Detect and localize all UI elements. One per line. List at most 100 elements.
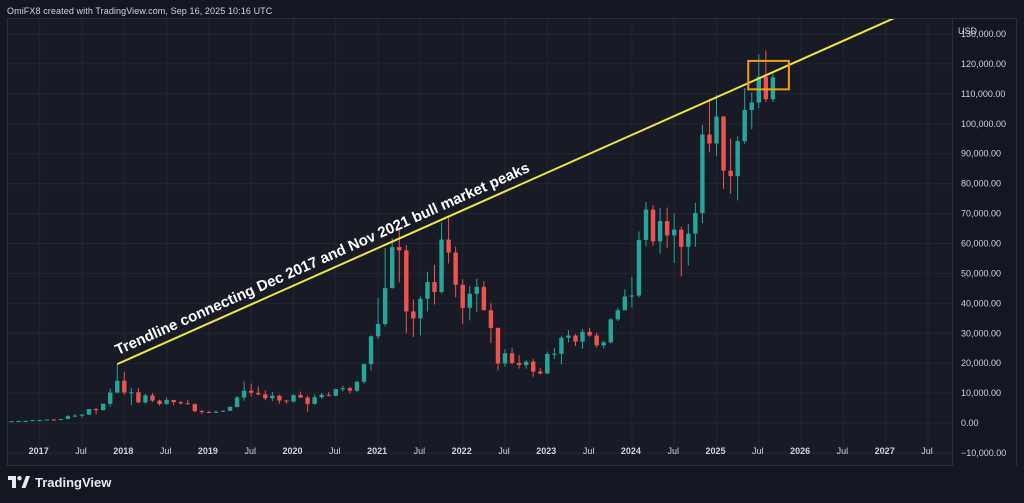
highlight-box	[747, 59, 790, 91]
candle-down	[404, 250, 409, 312]
x-tick-label: 2026	[790, 446, 810, 456]
candle-down	[326, 394, 331, 396]
candle-down	[284, 400, 289, 402]
trendline-label: Trendline connecting Dec 2017 and Nov 20…	[113, 159, 533, 358]
candle-up	[44, 419, 49, 421]
candle-down	[122, 380, 127, 393]
candle-up	[657, 221, 663, 242]
candle-up	[312, 397, 317, 404]
candle-down	[256, 392, 261, 395]
candle-up	[108, 392, 113, 404]
y-tick-label: 130,000.00	[961, 29, 1006, 39]
candle-up	[749, 102, 754, 110]
x-tick-label: 2024	[621, 446, 641, 456]
candle-up	[636, 239, 642, 296]
candle-up	[115, 380, 120, 393]
x-tick-label: 2025	[705, 446, 725, 456]
candle-up	[340, 388, 346, 390]
x-tick-label: 2021	[367, 446, 387, 456]
y-tick-label: 80,000.00	[961, 179, 1001, 189]
trendline	[116, 19, 895, 366]
candle-down	[481, 286, 487, 311]
candle-down	[531, 361, 536, 372]
candle-up	[72, 415, 78, 417]
candle-up	[467, 293, 472, 308]
candle-up	[361, 364, 367, 382]
price-axis-labels: 130,000.00 120,000.00 110,000.00 100,000.00…	[961, 29, 1006, 458]
candle-up	[742, 109, 747, 142]
candle-down	[347, 388, 353, 391]
candle-up	[735, 141, 740, 177]
candle-down	[298, 395, 303, 398]
candle-down	[157, 400, 162, 404]
candle-up	[9, 421, 14, 423]
candle-down	[150, 395, 155, 401]
y-tick-label: 90,000.00	[961, 149, 1001, 159]
candle-up	[601, 342, 606, 346]
candle-up	[523, 361, 529, 366]
candle-up	[227, 407, 233, 411]
candle-down	[277, 395, 282, 401]
drawings[interactable]: Trendline connecting Dec 2017 and Nov 20…	[113, 19, 902, 366]
candle-up	[143, 395, 148, 403]
candle-up	[545, 353, 550, 374]
candle-up	[615, 310, 620, 320]
candle-down	[93, 409, 99, 411]
y-tick-label: 50,000.00	[961, 268, 1001, 278]
candle-down	[664, 221, 670, 236]
candle-up	[368, 336, 374, 365]
candle-up	[390, 247, 395, 289]
candle-up	[79, 414, 85, 416]
y-tick-label: 0.00	[961, 418, 979, 428]
x-tick-label: Jul	[414, 446, 426, 456]
candle-down	[538, 371, 543, 374]
candle-down	[263, 394, 268, 399]
candle-up	[700, 134, 705, 213]
candle-down	[587, 331, 592, 336]
x-tick-label: Jul	[921, 446, 933, 456]
candle-up	[552, 353, 557, 355]
price-axis[interactable]: 130,000.00 120,000.00 110,000.00 100,000.00…	[953, 18, 1017, 466]
candle-down	[460, 284, 465, 308]
candle-up	[608, 319, 613, 343]
candle-up	[714, 116, 719, 144]
candle-down	[495, 327, 501, 364]
plot-area[interactable]: Trendline connecting Dec 2017 and Nov 20…	[7, 18, 953, 466]
x-tick-label: Jul	[667, 446, 679, 456]
y-tick-label: 10,000.00	[961, 388, 1001, 398]
candle-up	[234, 397, 240, 408]
candle-down	[650, 209, 656, 242]
candle-down	[192, 404, 197, 412]
y-tick-label: 120,000.00	[961, 59, 1006, 69]
candle-down	[136, 392, 141, 403]
candle-up	[693, 212, 698, 234]
time-axis[interactable]: 2017 Jul 2018 Jul 2019 Jul 2020 Jul 2021 Jul 2022 J…	[7, 440, 953, 462]
candle-down	[594, 335, 599, 346]
candle-up	[672, 229, 677, 236]
candle-up	[270, 395, 275, 399]
candle-up	[686, 233, 691, 247]
y-tick-label: 40,000.00	[961, 298, 1001, 308]
candle-down	[721, 116, 726, 171]
candles	[9, 50, 776, 423]
candle-up	[418, 298, 423, 319]
candle-down	[728, 170, 733, 177]
candle-down	[305, 397, 310, 404]
candle-up	[30, 420, 35, 422]
candle-down	[199, 411, 205, 413]
candle-down	[453, 252, 458, 285]
candle-up	[129, 392, 134, 394]
candle-down	[488, 310, 494, 328]
candle-up	[566, 335, 571, 338]
candle-down	[707, 134, 712, 144]
candle-up	[164, 399, 169, 404]
tradingview-logo[interactable]: TradingView	[8, 474, 111, 490]
currency-label: USD	[958, 26, 978, 36]
candle-down	[509, 353, 515, 363]
candle-up	[425, 282, 430, 299]
price-chart[interactable]: Trendline connecting Dec 2017 and Nov 20…	[8, 19, 953, 466]
x-tick-label: 2023	[536, 446, 556, 456]
candle-down	[171, 399, 176, 403]
candle-up	[319, 394, 324, 398]
